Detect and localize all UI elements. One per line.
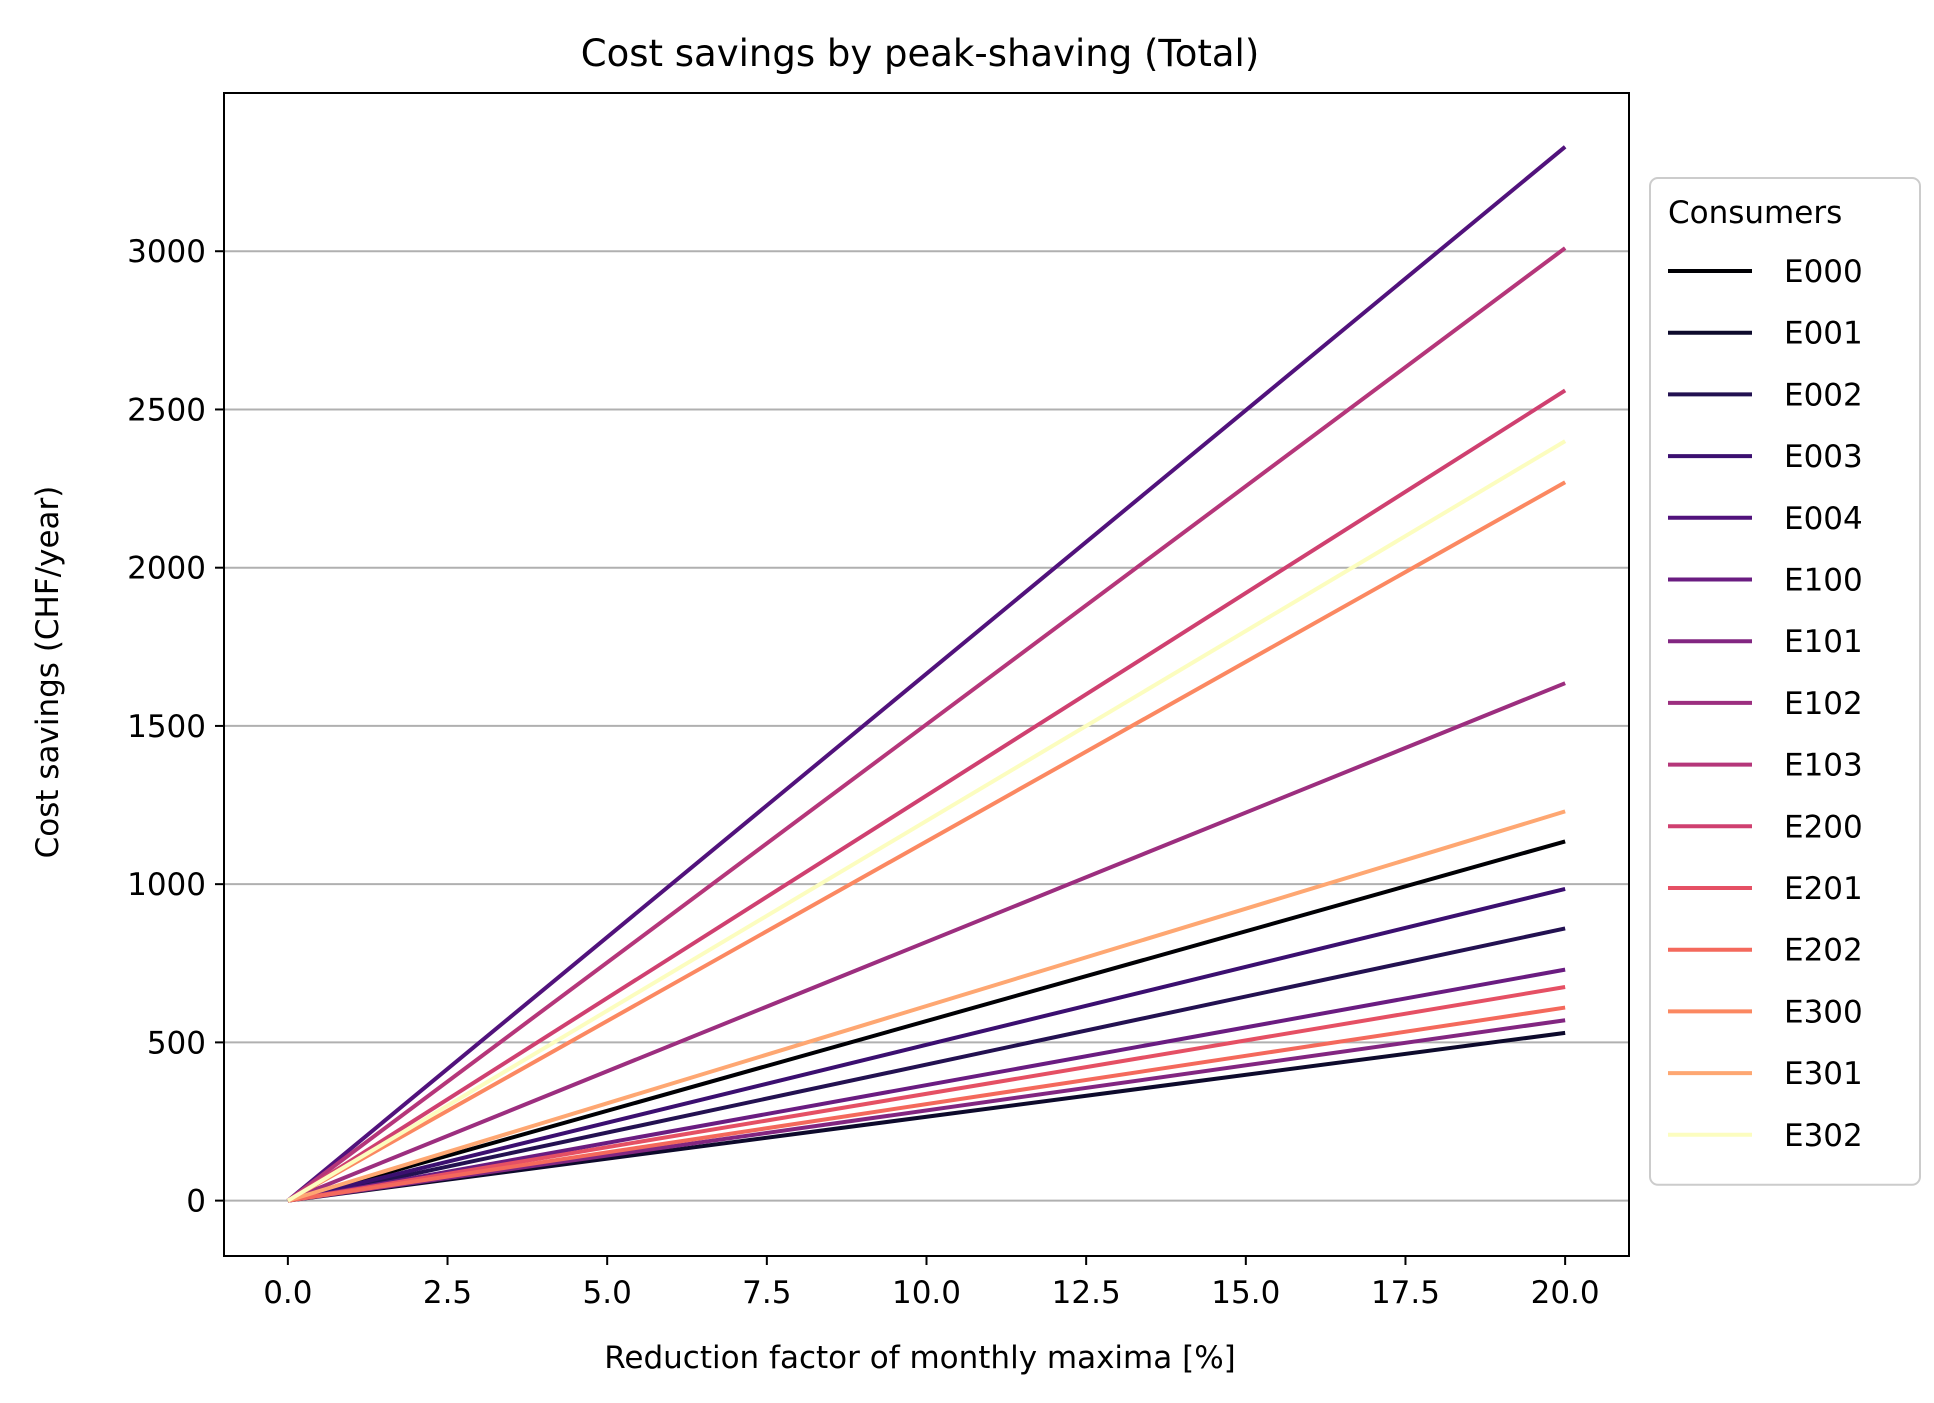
legend: Consumers E000 E001 E002 E003 E004 E100 E101 E1… [1649, 177, 1921, 1186]
grid [224, 250, 1629, 1202]
y-tick-label: 1500 [127, 709, 206, 745]
legend-label-e100: E100 [1784, 563, 1863, 599]
series-line-e101 [287, 1018, 1566, 1203]
legend-label-e300: E300 [1784, 994, 1863, 1030]
y-tick-label: 1000 [127, 867, 206, 903]
x-tick-label: 5.0 [583, 1275, 632, 1311]
legend-label-e000: E000 [1784, 254, 1863, 290]
series-line-e000 [287, 839, 1566, 1203]
series-line-e100 [287, 967, 1566, 1203]
y-axis: 0 500 1000 1500 2000 2500 3000 [127, 234, 224, 1220]
legend-label-e101: E101 [1784, 624, 1863, 660]
x-tick-label: 17.5 [1371, 1275, 1440, 1311]
legend-label-e002: E002 [1784, 377, 1863, 413]
series-line-e003 [287, 886, 1566, 1203]
series-lines [286, 145, 1567, 1203]
legend-title: Consumers [1668, 195, 1842, 231]
legend-label-e302: E302 [1784, 1118, 1863, 1154]
series-line-e202 [287, 1005, 1566, 1203]
legend-label-e001: E001 [1784, 316, 1863, 352]
y-tick-label: 500 [147, 1025, 206, 1061]
legend-label-e102: E102 [1784, 686, 1863, 722]
series-line-e201 [287, 985, 1566, 1203]
chart-title: Cost savings by peak-shaving (Total) [581, 32, 1260, 75]
series-line-e301 [287, 809, 1566, 1203]
y-tick-label: 0 [186, 1184, 206, 1220]
x-tick-label: 20.0 [1531, 1275, 1600, 1311]
x-tick-label: 0.0 [263, 1275, 312, 1311]
x-axis-label: Reduction factor of monthly maxima [%] [604, 1340, 1236, 1376]
series-line-e004 [286, 145, 1567, 1203]
legend-frame [1649, 177, 1921, 1186]
legend-label-e003: E003 [1784, 439, 1863, 475]
series-line-e001 [287, 1030, 1566, 1203]
series-line-e102 [287, 681, 1566, 1203]
series-line-e302 [286, 439, 1567, 1203]
series-line-e300 [286, 480, 1567, 1203]
x-axis: 0.0 2.5 5.0 7.5 10.0 12.5 15.0 17.5 20.0 [263, 1256, 1600, 1311]
legend-label-e200: E200 [1784, 809, 1863, 845]
x-tick-label: 12.5 [1052, 1275, 1121, 1311]
series-line-e103 [286, 246, 1567, 1203]
series-line-e200 [286, 388, 1567, 1203]
y-axis-label: Cost savings (CHF/year) [30, 486, 66, 859]
y-tick-label: 2500 [127, 392, 206, 428]
x-tick-label: 7.5 [742, 1275, 791, 1311]
x-tick-label: 2.5 [423, 1275, 472, 1311]
legend-label-e301: E301 [1784, 1056, 1863, 1092]
y-tick-label: 3000 [127, 234, 206, 270]
x-tick-label: 10.0 [892, 1275, 961, 1311]
x-tick-label: 15.0 [1211, 1275, 1280, 1311]
legend-label-e004: E004 [1784, 501, 1863, 537]
series-line-e002 [287, 926, 1566, 1203]
legend-label-e201: E201 [1784, 871, 1863, 907]
legend-label-e103: E103 [1784, 748, 1863, 784]
legend-label-e202: E202 [1784, 933, 1863, 969]
y-tick-label: 2000 [127, 551, 206, 587]
